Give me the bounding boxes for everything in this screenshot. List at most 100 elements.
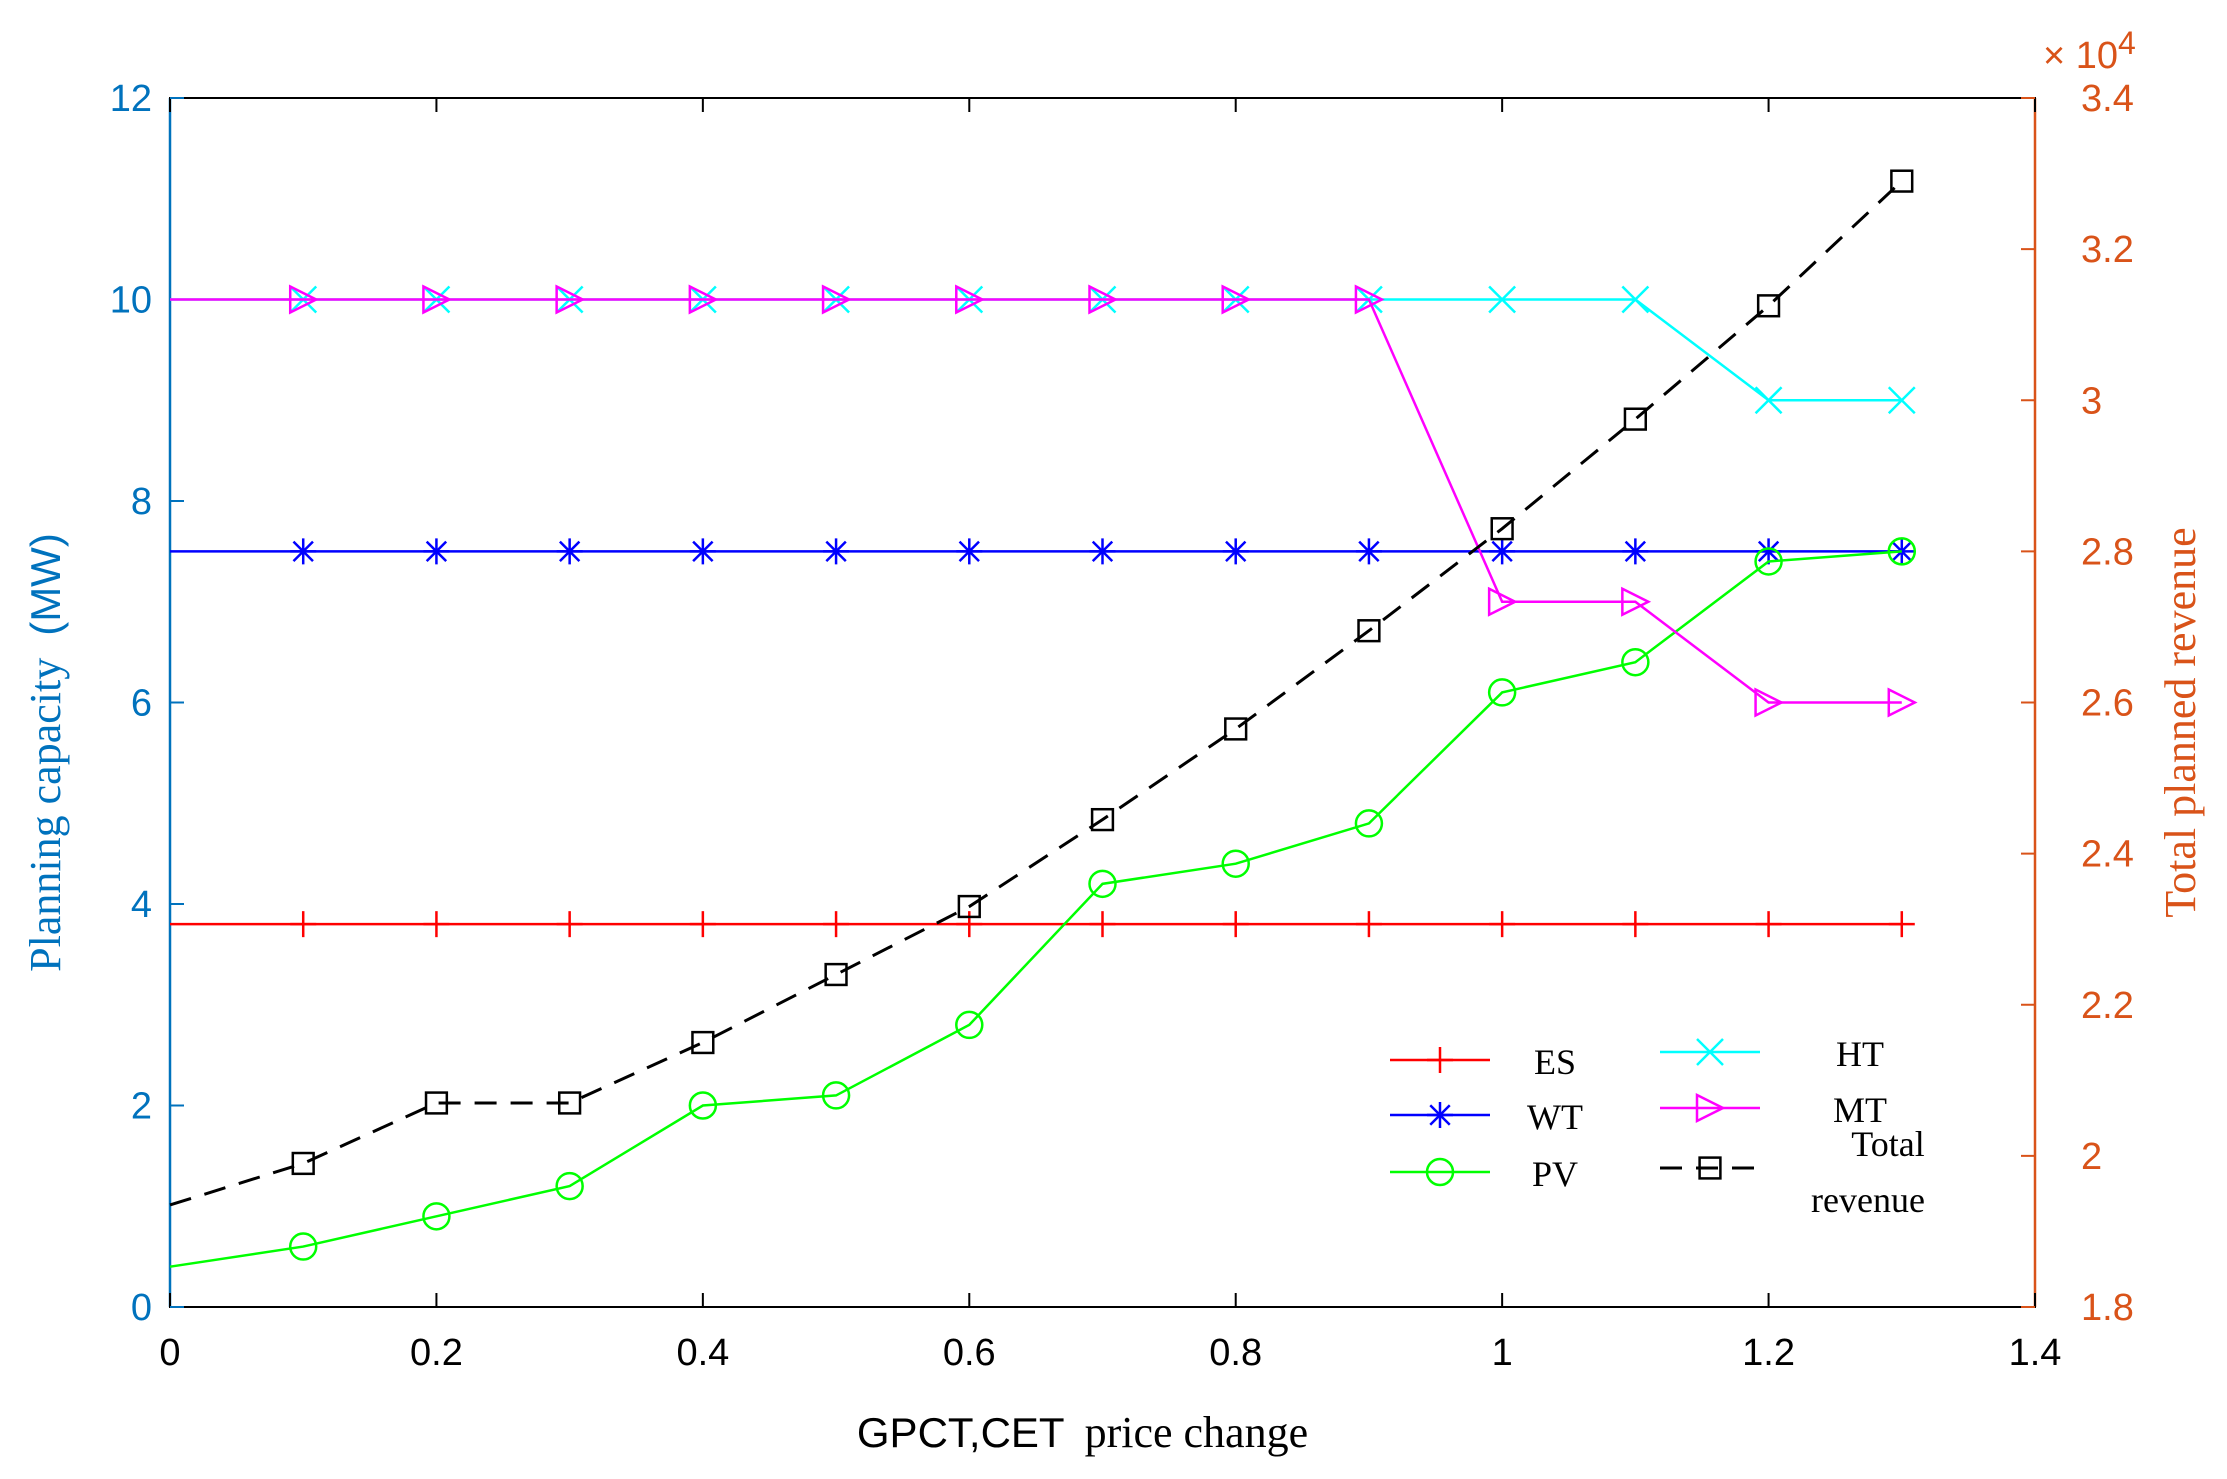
- point-pv-ring: [1621, 647, 1650, 677]
- right-y-tick-label: 2.8: [2081, 531, 2134, 573]
- point-total-revenue-sq: [691, 1030, 715, 1055]
- series-es: [170, 911, 1915, 938]
- point-es: [956, 911, 983, 938]
- exponent-power: 4: [2118, 25, 2136, 61]
- legend-entry-total-revenue: Total revenue: [1660, 1124, 1925, 1220]
- point-pv: [288, 1232, 318, 1261]
- legend-entry-mt: MT: [1660, 1090, 1887, 1130]
- point-mt: [1621, 586, 1652, 617]
- series-line-ht: [170, 298, 1902, 402]
- left-y-axis-label: Planning capacity (MW): [21, 533, 70, 972]
- x-tick-label: 0: [159, 1332, 180, 1374]
- point-wt: [1355, 538, 1382, 565]
- point-total-revenue-sq: [957, 894, 981, 919]
- left-y-tick-label: 12: [110, 78, 152, 120]
- point-es: [1489, 911, 1516, 938]
- left-y-tick-label: 8: [131, 481, 152, 523]
- point-total-revenue-sq: [1623, 407, 1648, 431]
- legend-swatch-marker-sq: [1698, 1156, 1722, 1180]
- legend-swatch-marker-tri: [1695, 1092, 1726, 1124]
- point-pv-ring: [1754, 547, 1783, 576]
- point-wt-d2: [1624, 540, 1646, 563]
- legend-entry-ht: HT: [1660, 1034, 1884, 1074]
- point-ht-d2: [1621, 285, 1650, 314]
- point-wt-d2: [958, 540, 980, 563]
- legend-label: ES: [1534, 1042, 1576, 1082]
- right-axis-exponent-label: × 104: [2043, 25, 2136, 77]
- point-ht: [1488, 285, 1517, 314]
- point-pv-ring: [1487, 678, 1517, 707]
- point-wt-d2: [292, 540, 314, 563]
- point-ht: [1621, 285, 1650, 314]
- series-ht: [170, 285, 1916, 415]
- point-mt: [1487, 586, 1518, 617]
- point-mt: [555, 284, 586, 315]
- legend-label: PV: [1532, 1154, 1578, 1194]
- point-es: [290, 911, 317, 938]
- point-wt: [423, 538, 450, 565]
- legend-swatch-marker: [1427, 1047, 1453, 1073]
- point-mt: [1887, 687, 1918, 718]
- point-pv-ring: [821, 1081, 851, 1110]
- legend-swatch-marker-d2: [1429, 1104, 1451, 1126]
- point-total-revenue: [557, 1091, 582, 1115]
- legend-swatch-marker: [1695, 1092, 1726, 1124]
- point-total-revenue: [1224, 717, 1248, 741]
- point-total-revenue: [1090, 807, 1115, 832]
- point-wt-d2: [425, 540, 448, 563]
- point-mt-tri: [1621, 586, 1652, 617]
- point-mt-tri: [288, 284, 320, 315]
- point-es: [1755, 911, 1782, 938]
- point-mt: [1088, 284, 1119, 315]
- left-y-tick-label: 10: [110, 280, 152, 322]
- point-pv-ring: [1221, 849, 1250, 878]
- legend-swatch-marker-d2: [1696, 1038, 1724, 1066]
- right-y-tick-label: 1.8: [2081, 1287, 2134, 1329]
- point-total-revenue-sq: [291, 1151, 315, 1176]
- point-total-revenue-sq: [1890, 169, 1914, 193]
- point-total-revenue: [957, 894, 981, 919]
- point-es: [556, 911, 583, 938]
- left-y-tick-label: 0: [131, 1287, 152, 1329]
- point-mt-tri: [1088, 284, 1119, 315]
- point-wt: [290, 538, 317, 565]
- right-y-tick-label: 2.6: [2081, 683, 2134, 725]
- point-wt-d2: [692, 540, 714, 563]
- point-wt-d2: [1225, 540, 1247, 563]
- point-ht-d2: [1887, 386, 1916, 415]
- point-total-revenue: [1357, 619, 1381, 643]
- point-total-revenue: [691, 1030, 715, 1055]
- point-pv: [1887, 537, 1917, 566]
- point-mt: [688, 284, 719, 315]
- point-total-revenue-sq: [1357, 619, 1381, 643]
- legend-swatch-marker: [1698, 1156, 1722, 1180]
- x-tick-label: 0.2: [410, 1332, 463, 1374]
- point-wt: [1222, 538, 1249, 565]
- series-line-total-revenue: [169, 180, 1903, 1207]
- legend-label-line2: revenue: [1811, 1180, 1925, 1220]
- x-tick-label: 1.4: [2009, 1332, 2062, 1374]
- point-total-revenue-sq: [424, 1091, 449, 1115]
- legend-swatch-marker: [1427, 1102, 1453, 1128]
- point-pv: [1754, 547, 1783, 576]
- point-mt-tri: [1354, 284, 1385, 315]
- point-mt-tri: [422, 284, 453, 315]
- x-tick-label: 0.6: [943, 1332, 996, 1374]
- point-pv: [1221, 849, 1250, 878]
- left-y-tick-label: 6: [131, 683, 152, 725]
- right-y-tick-label: 2.2: [2081, 985, 2134, 1027]
- point-total-revenue: [824, 962, 848, 987]
- legend-entry-es: ES: [1390, 1042, 1576, 1082]
- right-y-tick-label: 3: [2081, 380, 2102, 422]
- point-mt: [1354, 284, 1385, 315]
- legend-label: WT: [1527, 1097, 1583, 1137]
- point-mt: [821, 284, 852, 315]
- point-wt: [823, 538, 850, 565]
- point-total-revenue: [291, 1151, 315, 1176]
- point-total-revenue-sq: [557, 1091, 582, 1115]
- point-mt: [1221, 284, 1252, 315]
- point-total-revenue: [1623, 407, 1648, 431]
- point-total-revenue: [424, 1091, 449, 1115]
- point-pv-ring: [1354, 809, 1384, 838]
